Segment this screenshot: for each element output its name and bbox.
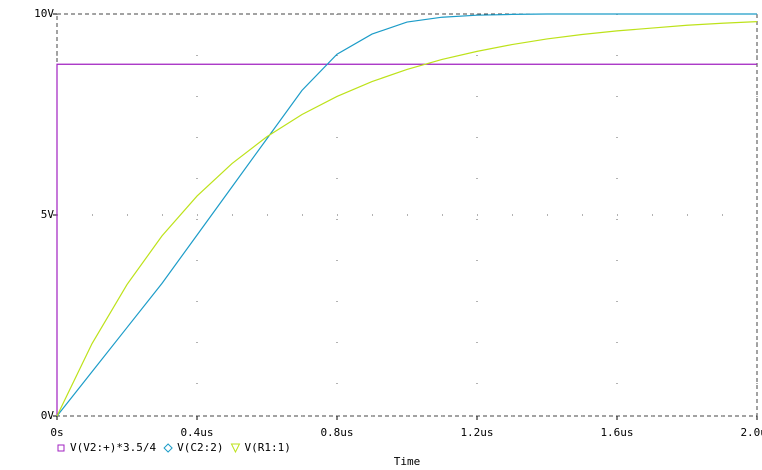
x-tick-label: 2.0us [740, 426, 762, 439]
y-tick-label: 5V [41, 208, 55, 221]
x-tick-label: 1.6us [600, 426, 633, 439]
legend-label: V(R1:1) [244, 441, 290, 454]
legend-marker [57, 444, 65, 452]
x-tick-label: 0s [50, 426, 63, 439]
x-tick-label: 1.2us [460, 426, 493, 439]
series-line [56, 13, 757, 417]
legend-marker [163, 443, 173, 453]
series-line [56, 21, 758, 417]
x-tick-label: 0.4us [180, 426, 213, 439]
legend-marker [230, 443, 241, 454]
legend-label: V(C2:2) [177, 441, 223, 454]
y-tick-label: 0V [41, 409, 55, 422]
y-tick-label: 10V [34, 7, 54, 20]
x-tick-label: 0.8us [320, 426, 353, 439]
x-axis-label: Time [394, 455, 421, 468]
series-line [56, 63, 757, 416]
legend-label: V(V2:+)*3.5/4 [70, 441, 156, 454]
